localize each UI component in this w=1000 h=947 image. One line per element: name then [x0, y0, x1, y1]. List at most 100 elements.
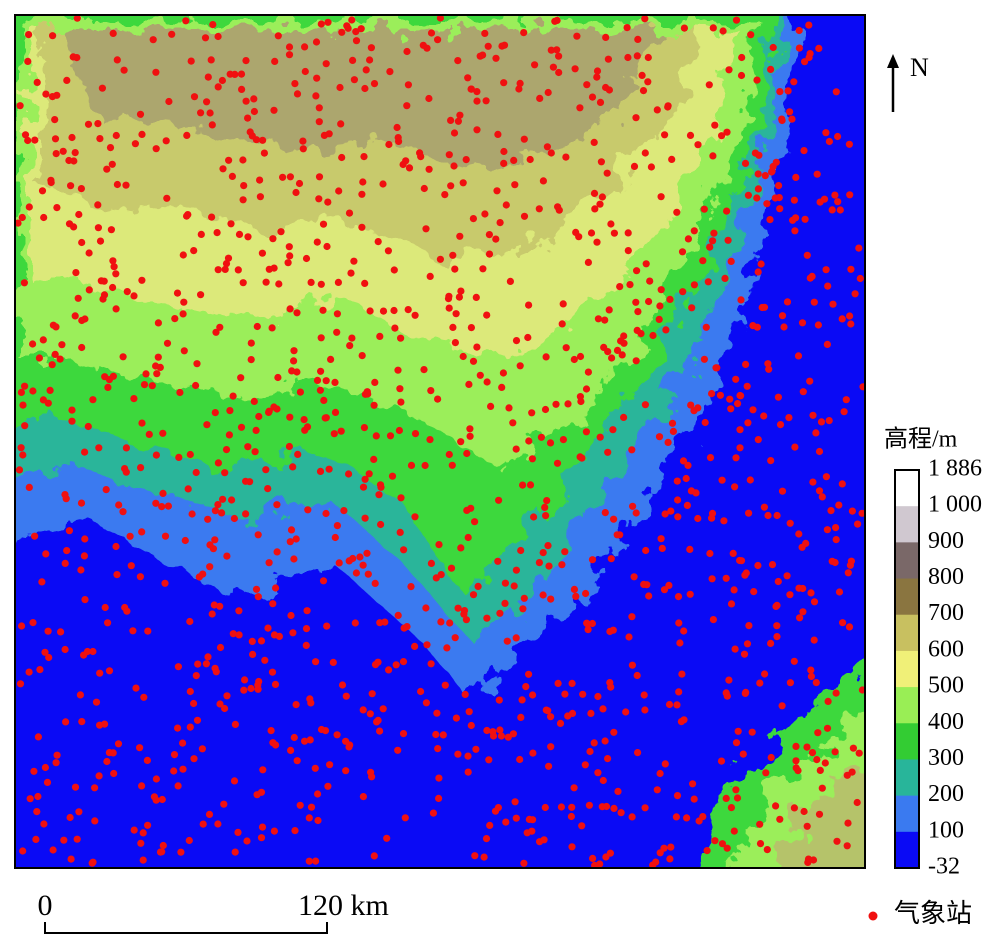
station-point: [836, 206, 844, 214]
station-point: [357, 25, 365, 33]
station-point: [270, 106, 278, 114]
station-point: [632, 298, 640, 306]
station-point: [626, 281, 634, 289]
station-point: [455, 293, 463, 301]
station-point: [832, 689, 840, 697]
station-point: [301, 67, 309, 76]
station-point: [427, 660, 435, 668]
station-point: [427, 387, 435, 395]
station-point: [221, 469, 229, 477]
station-point: [206, 109, 214, 117]
station-point: [312, 92, 320, 100]
station-point: [180, 298, 188, 306]
legend-swatch: [895, 470, 919, 507]
station-point: [741, 159, 750, 167]
station-point: [315, 195, 323, 203]
station-point: [251, 448, 259, 456]
station-point: [523, 829, 531, 837]
station-point: [152, 145, 160, 153]
station-point: [103, 165, 111, 173]
station-point: [649, 331, 657, 340]
station-point: [656, 849, 664, 857]
station-point: [91, 817, 99, 825]
station-point: [520, 594, 528, 602]
station-point: [674, 496, 682, 504]
station-point: [568, 803, 576, 811]
station-point: [495, 496, 503, 504]
station-point: [822, 473, 831, 481]
station-point: [489, 728, 497, 736]
station-point: [36, 666, 44, 674]
station-point: [609, 626, 617, 634]
station-point: [47, 178, 55, 187]
station-point: [370, 401, 378, 409]
station-point: [71, 312, 79, 320]
station-point: [138, 419, 146, 427]
station-point: [370, 80, 379, 88]
station-point: [152, 499, 160, 507]
station-point: [831, 748, 839, 756]
station-point: [498, 383, 506, 391]
station-point: [754, 436, 762, 444]
station-point: [630, 162, 639, 170]
station-point: [427, 29, 436, 37]
station-point: [174, 724, 182, 732]
station-point: [60, 836, 68, 844]
station-point: [395, 426, 403, 435]
station-point: [687, 487, 696, 495]
station-point: [694, 404, 702, 412]
station-point: [806, 50, 814, 58]
station-point: [483, 726, 491, 735]
station-point: [235, 607, 243, 615]
station-point: [594, 315, 603, 323]
station-point: [259, 766, 267, 774]
station-point: [45, 653, 53, 662]
station-point: [730, 586, 738, 594]
station-point: [776, 88, 784, 96]
station-point: [800, 147, 808, 155]
station-point: [454, 750, 462, 758]
station-point: [94, 120, 102, 128]
station-point: [372, 432, 380, 440]
station-point: [25, 668, 33, 676]
station-point: [792, 173, 800, 181]
station-point: [190, 699, 198, 708]
station-point: [422, 699, 430, 707]
station-point: [520, 212, 529, 220]
station-point: [16, 680, 25, 688]
station-point: [399, 730, 408, 738]
station-point: [700, 355, 709, 363]
station-point: [727, 257, 735, 265]
station-point: [754, 185, 763, 193]
station-point: [452, 310, 460, 318]
station-point: [434, 395, 442, 403]
station-point: [419, 41, 427, 49]
station-point: [359, 793, 367, 801]
station-point: [206, 563, 214, 571]
station-point: [425, 165, 433, 173]
station-point: [686, 131, 695, 139]
station-point: [427, 559, 435, 568]
station-point: [108, 160, 116, 168]
station-point: [239, 279, 247, 287]
station-point: [271, 57, 279, 65]
station-point: [832, 524, 840, 532]
station-point: [570, 585, 579, 594]
station-point: [673, 701, 681, 709]
station-point: [290, 347, 298, 355]
station-point: [35, 354, 44, 362]
station-point: [446, 619, 454, 627]
station-point: [84, 422, 92, 431]
station-point: [360, 424, 368, 432]
station-point: [803, 251, 811, 259]
station-point: [623, 24, 631, 32]
station-point: [464, 768, 472, 776]
station-point: [228, 172, 236, 180]
station-point: [559, 436, 568, 444]
station-point: [30, 767, 38, 775]
station-point: [665, 700, 674, 709]
station-point: [101, 720, 109, 728]
station-point: [170, 767, 178, 775]
station-point: [812, 429, 820, 437]
station-point: [454, 57, 462, 65]
